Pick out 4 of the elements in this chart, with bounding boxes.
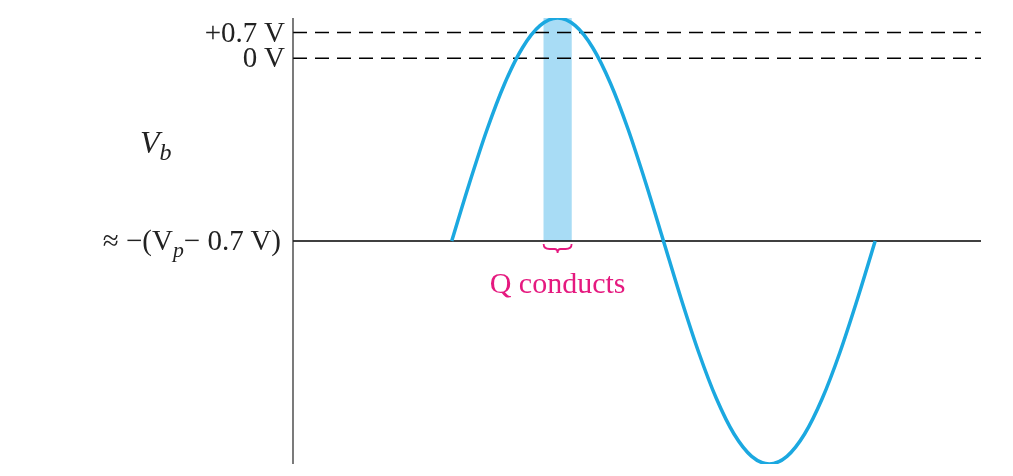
line-series	[450, 18, 877, 464]
ref-line-label: ≈ −(V$_{p}$− 0.7 V)	[102, 224, 281, 262]
y-axis-title: V$_{b}$	[140, 124, 172, 166]
annotation: Q conducts	[489, 266, 626, 299]
